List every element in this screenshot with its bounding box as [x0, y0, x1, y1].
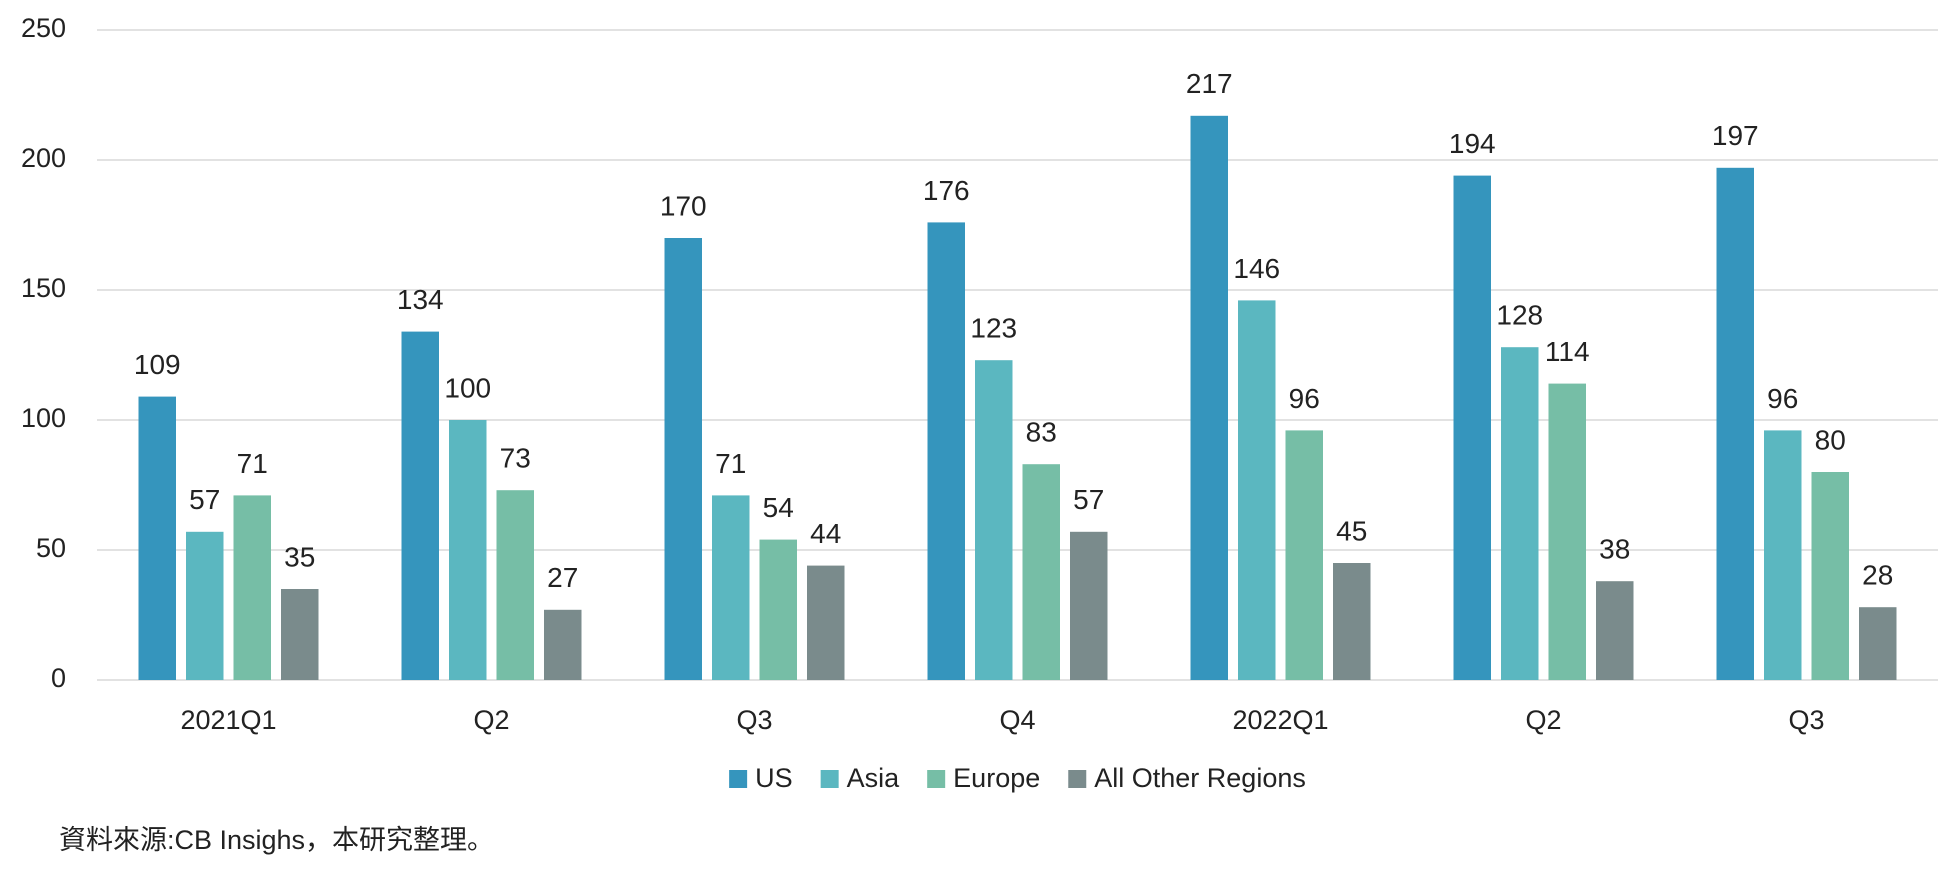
bar	[975, 360, 1013, 680]
bar	[712, 495, 750, 680]
value-label: 38	[1599, 534, 1630, 565]
bar	[1764, 430, 1802, 680]
value-label: 123	[970, 313, 1017, 344]
legend-label: All Other Regions	[1094, 763, 1306, 793]
bar	[544, 609, 582, 680]
y-tick-label: 50	[36, 533, 66, 563]
legend-label: Europe	[953, 763, 1040, 793]
value-label: 100	[444, 372, 491, 403]
bar	[664, 238, 702, 680]
y-tick-label: 200	[21, 143, 66, 173]
bar	[138, 396, 176, 680]
value-label: 109	[134, 349, 181, 380]
bar	[1811, 472, 1849, 680]
value-label: 73	[500, 443, 531, 474]
value-label: 57	[189, 484, 220, 515]
value-label: 134	[397, 284, 444, 315]
y-tick-label: 0	[51, 663, 66, 693]
bar	[927, 222, 965, 680]
bar	[1238, 300, 1276, 680]
bar	[449, 420, 487, 680]
value-label: 96	[1767, 383, 1798, 414]
bar	[1453, 175, 1491, 680]
legend-swatch	[820, 770, 839, 788]
x-tick-label: 2021Q1	[180, 705, 276, 735]
legend-label: US	[755, 763, 793, 793]
value-label: 27	[547, 562, 578, 593]
y-tick-label: 250	[21, 13, 66, 43]
x-tick-label: Q4	[999, 705, 1035, 735]
bar	[759, 539, 797, 680]
legend-swatch	[927, 770, 946, 788]
value-label: 71	[715, 448, 746, 479]
value-label: 146	[1233, 253, 1280, 284]
bar	[807, 565, 845, 680]
bar	[1333, 563, 1371, 680]
bar	[1548, 383, 1586, 680]
bar	[1022, 464, 1060, 680]
x-tick-label: 2022Q1	[1232, 705, 1328, 735]
bar	[1285, 430, 1323, 680]
source-note: 資料來源:CB Insighs，本研究整理。	[59, 825, 494, 855]
legend-label: Asia	[847, 763, 901, 793]
bar	[1596, 581, 1634, 680]
x-tick-label: Q2	[473, 705, 509, 735]
x-tick-label: Q3	[1788, 705, 1824, 735]
x-tick-label: Q3	[736, 705, 772, 735]
legend-swatch	[1068, 770, 1087, 788]
value-label: 114	[1545, 336, 1590, 367]
value-label: 96	[1289, 383, 1320, 414]
value-label: 128	[1496, 300, 1543, 331]
value-label: 83	[1026, 417, 1057, 448]
bar	[281, 589, 319, 680]
bar	[1190, 115, 1228, 681]
value-label: 170	[660, 190, 707, 221]
bar	[1716, 167, 1754, 681]
bar	[496, 490, 534, 680]
value-label: 176	[923, 175, 970, 206]
bar	[1070, 531, 1108, 680]
bar	[401, 331, 439, 680]
value-label: 54	[763, 492, 794, 523]
bar	[186, 531, 224, 680]
value-label: 45	[1336, 515, 1367, 546]
value-label: 35	[284, 541, 315, 572]
value-label: 197	[1712, 120, 1759, 151]
bar	[1501, 347, 1539, 680]
value-label: 57	[1073, 484, 1104, 515]
value-label: 194	[1449, 128, 1496, 159]
legend-swatch	[729, 770, 748, 788]
value-label: 44	[810, 518, 841, 549]
bar	[1859, 607, 1897, 680]
x-tick-label: Q2	[1525, 705, 1561, 735]
value-label: 80	[1815, 424, 1846, 455]
value-label: 217	[1186, 68, 1233, 99]
bar	[233, 495, 271, 680]
value-label: 28	[1862, 560, 1893, 591]
value-label: 71	[237, 448, 268, 479]
y-tick-label: 100	[21, 403, 66, 433]
y-tick-label: 150	[21, 273, 66, 303]
